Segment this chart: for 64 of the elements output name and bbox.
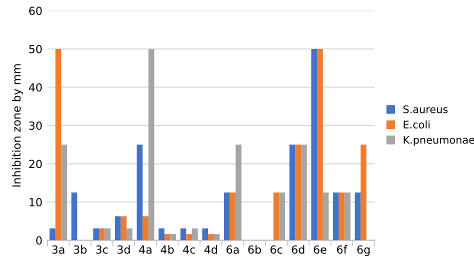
bar <box>322 192 329 240</box>
bar <box>142 216 148 240</box>
bar <box>61 144 68 240</box>
bar <box>279 192 286 240</box>
x-tick-label: 6b <box>248 245 261 254</box>
bar <box>344 192 350 240</box>
bar <box>192 228 198 240</box>
bar <box>186 234 192 240</box>
bar <box>301 144 307 240</box>
y-tick-label: 30 <box>29 121 42 130</box>
legend-label: S.aureus <box>403 105 448 114</box>
x-tick-label: 3d <box>118 245 130 254</box>
x-tick-label: 6a <box>226 245 239 254</box>
x-tick-label: 4a <box>139 246 152 254</box>
x-tick-label: 6c <box>270 245 282 254</box>
bar <box>214 234 220 240</box>
bar <box>170 234 176 240</box>
bar <box>158 228 164 240</box>
x-tick-label: 4c <box>183 246 196 254</box>
bar <box>208 234 214 240</box>
bar <box>236 144 242 240</box>
x-tick-label: 6e <box>314 245 326 254</box>
bar <box>295 144 302 240</box>
y-tick-label: 40 <box>28 83 42 92</box>
y-tick-label: 60 <box>29 6 42 16</box>
bar <box>55 48 62 240</box>
bar <box>289 144 296 240</box>
x-tick-label: 6f <box>337 245 348 254</box>
bar <box>126 228 132 240</box>
bar <box>338 192 345 240</box>
bar <box>273 192 280 240</box>
bar <box>202 228 208 240</box>
legend-label: E.coli <box>404 120 430 129</box>
bar <box>164 234 170 240</box>
x-tick-label: 3b <box>74 245 87 254</box>
x-tick-label: 6d <box>292 245 304 254</box>
y-tick-label: 10 <box>30 198 42 206</box>
bar <box>311 48 318 240</box>
x-tick-label: 3a <box>52 245 64 254</box>
x-tick-label: 6g <box>357 245 370 256</box>
x-tick-label: 4d <box>204 245 217 254</box>
bar <box>148 48 154 240</box>
bar <box>104 228 111 240</box>
bar <box>93 228 100 240</box>
bar <box>354 192 361 240</box>
bar <box>99 228 105 240</box>
bar <box>120 216 127 240</box>
bar <box>71 192 78 240</box>
bar <box>230 192 236 240</box>
bar <box>333 192 339 240</box>
y-tick-label: 0 <box>36 236 42 245</box>
x-tick-label: 4b <box>160 245 174 254</box>
y-axis-title: Inhibition zone by mm <box>12 64 23 187</box>
bar <box>224 192 230 240</box>
legend-label: K.pneumonae <box>404 136 474 146</box>
bar <box>50 228 56 240</box>
y-tick-label: 20 <box>29 160 42 168</box>
bar <box>114 216 121 240</box>
bar <box>317 48 323 240</box>
bar <box>360 144 366 240</box>
bar <box>136 144 143 240</box>
x-tick-label: 3c <box>96 245 108 254</box>
y-tick-label: 50 <box>29 44 42 54</box>
bar <box>180 228 186 240</box>
